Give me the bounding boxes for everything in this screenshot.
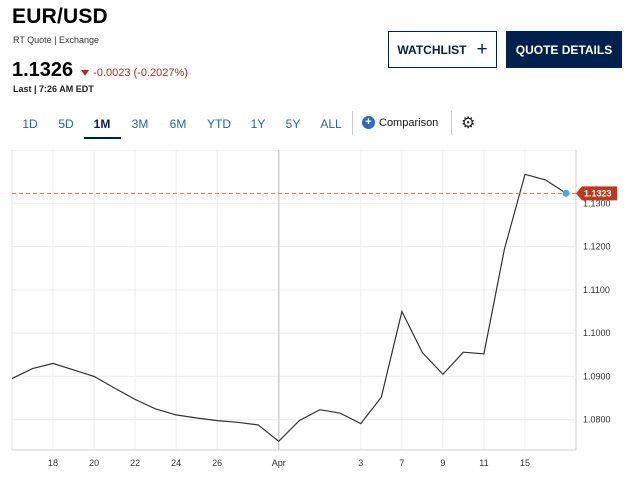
x-tick-label: 15 <box>520 458 530 468</box>
quote-type: RT Quote | Exchange <box>13 35 100 45</box>
watchlist-button[interactable]: WATCHLIST + <box>388 31 497 68</box>
x-tick-label: 26 <box>212 458 222 468</box>
x-tick-label: 11 <box>479 458 488 468</box>
tab-1d[interactable]: 1D <box>22 117 38 131</box>
toolbar-divider <box>451 111 452 135</box>
tab-6m[interactable]: 6M <box>169 117 187 131</box>
y-tick-label: 1.0900 <box>583 371 611 381</box>
x-tick-label: Apr <box>272 458 286 468</box>
tab-5y[interactable]: 5Y <box>285 117 301 131</box>
y-tick-label: 1.1000 <box>583 328 611 338</box>
x-tick-label: 18 <box>48 458 58 468</box>
active-tab-indicator <box>84 137 121 139</box>
quote-details-label: QUOTE DETAILS <box>515 42 613 57</box>
last-price: 1.1326 <box>12 59 74 81</box>
x-tick-label: 20 <box>89 458 99 468</box>
triangle-down-icon <box>81 70 90 76</box>
comparison-button[interactable]: + Comparison <box>362 116 438 129</box>
x-tick-label: 3 <box>358 458 363 468</box>
x-tick-label: 9 <box>440 458 445 468</box>
price-line <box>11 173 567 443</box>
comparison-label: Comparison <box>379 116 439 129</box>
price-chart[interactable]: 1.0800 1.0900 1.1000 1.1100 1.1200 1.1300 18 2… <box>0 150 631 482</box>
price-change-value: -0.0023 (-0.2027%) <box>93 67 188 79</box>
tab-3m[interactable]: 3M <box>131 117 149 131</box>
x-tick-label: 7 <box>399 458 404 468</box>
price-row: 1.1326 -0.0023 (-0.2027%) <box>12 59 188 82</box>
tab-all[interactable]: ALL <box>320 117 342 131</box>
y-tick-label: 1.1200 <box>583 242 611 252</box>
y-tick-label: 1.0800 <box>583 415 611 425</box>
quote-details-button[interactable]: QUOTE DETAILS <box>506 31 622 68</box>
tab-ytd[interactable]: YTD <box>207 117 231 131</box>
x-tick-label: 24 <box>171 458 181 468</box>
tab-1y[interactable]: 1Y <box>250 117 266 131</box>
current-price-marker: 1.1323 <box>576 186 617 201</box>
last-update: Last | 7:26 AM EDT <box>13 84 94 94</box>
gear-icon[interactable]: ⚙ <box>461 115 476 132</box>
plus-circle-icon: + <box>362 116 375 129</box>
current-price-label: 1.1323 <box>584 188 612 198</box>
current-price-dot <box>562 189 570 197</box>
x-axis-labels: 18 20 22 24 26 Apr 3 7 9 11 15 <box>48 458 530 468</box>
chart-grid <box>11 150 577 451</box>
y-tick-label: 1.1100 <box>583 285 610 295</box>
tab-5d[interactable]: 5D <box>58 117 74 131</box>
price-change: -0.0023 (-0.2027%) <box>81 67 188 79</box>
y-tick-label: 1.1300 <box>583 198 611 208</box>
x-tick-label: 22 <box>130 458 140 468</box>
watchlist-label: WATCHLIST <box>397 42 467 57</box>
y-axis-labels: 1.0800 1.0900 1.1000 1.1100 1.1200 1.1300 <box>583 198 611 424</box>
range-tabs: 1D 5D 1M 3M 6M YTD 1Y 5Y ALL <box>0 112 631 140</box>
current-price-tag <box>576 186 617 201</box>
symbol-title: EUR/USD <box>12 5 108 28</box>
toolbar-divider <box>352 111 353 135</box>
tab-1m[interactable]: 1M <box>93 117 111 131</box>
plus-icon: + <box>476 39 488 60</box>
